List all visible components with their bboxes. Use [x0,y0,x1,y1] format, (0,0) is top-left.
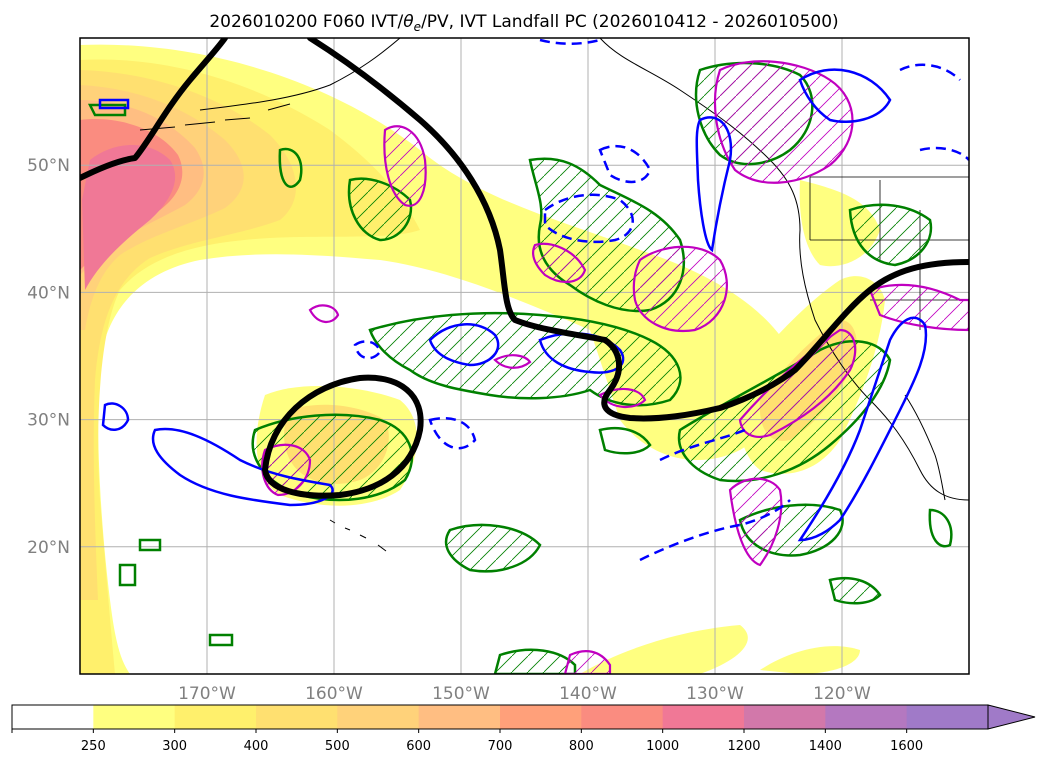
colorbar: 250 300 400 500 600 700 800 1000 1200 1400 1600 [11,704,1036,754]
green-contour-small-1 [87,103,127,117]
blue-dashed-5 [353,340,382,360]
coast-baja [904,394,946,501]
blue-contour-landfall [797,316,928,542]
blue-contour-small-1 [101,402,130,431]
blue-dashed-4 [598,144,652,184]
magenta-region-3 [632,245,728,333]
colorbar-segment [825,705,908,729]
magenta-region-4 [713,60,854,184]
blue-dashed-8 [539,38,601,45]
magenta-region-2 [531,242,587,283]
ivt-south-east [760,646,860,674]
lat-tick-label: 50°N [27,156,70,176]
hawaii [329,519,387,552]
blue-dashed-1 [543,193,634,244]
colorbar-tick-label: 1200 [727,739,760,754]
magenta-region-9 [563,650,612,674]
green-contour-small-3 [598,426,652,455]
colorbar-segment [12,705,94,729]
longitude-labels: 170°W 160°W 150°W 140°W 130°W 120°W [178,684,871,704]
pv-contour-cutoff [262,374,424,499]
ivt-plume-core [82,145,176,290]
colorbar-tick-label: 700 [488,739,513,754]
colorbar-tick-label: 1000 [646,739,679,754]
green-small-contours [87,103,953,647]
blue-contour-central [428,323,500,367]
green-contour-small-7 [118,563,137,587]
colorbar-segment [500,705,582,729]
colorbar-segment [93,705,176,729]
latitude-labels: 20°N 30°N 40°N 50°N [27,156,70,558]
lon-tick-label: 150°W [432,684,490,704]
magenta-region-5 [738,328,857,438]
blue-dashed-2 [639,499,791,562]
green-contour-small-6 [138,538,162,552]
lat-tick-label: 20°N [27,538,70,558]
colorbar-segment [337,705,420,729]
green-region-east [848,203,933,267]
green-region-south-2 [828,576,882,605]
blue-dashed-contours [353,38,969,562]
magenta-region-6 [728,477,783,567]
colorbar-tick-label: 1600 [890,739,923,754]
lat-tick-label: 40°N [27,283,70,303]
lon-tick-label: 130°W [686,684,744,704]
lon-tick-label: 160°W [305,684,363,704]
lon-tick-label: 140°W [559,684,617,704]
coast-alaska [199,38,401,111]
colorbar-tick-label: 600 [406,739,431,754]
magenta-contour-small-3 [598,387,647,408]
blue-contour-ne [798,68,892,124]
green-contour-small-2 [278,147,303,188]
magenta-region-8 [868,283,969,332]
map-frame [79,37,970,675]
coast-north-america [599,38,969,501]
colorbar-segment [744,705,826,729]
map-title: 2026010200 F060 IVT/θe/PV, IVT Landfall … [209,12,838,34]
magenta-region-1 [383,125,427,207]
colorbar-tick-label: 300 [162,739,187,754]
colorbar-segment [662,705,745,729]
magenta-contours [261,60,969,674]
colorbar-segment [906,705,989,729]
blue-contour-small-2 [98,98,130,110]
pv-contour-main [80,38,969,422]
lon-tick-label: 170°W [178,684,236,704]
blue-dashed-6 [428,416,477,450]
green-contour-small-5 [208,633,234,647]
colorbar-segment [418,705,501,729]
lat-tick-label: 30°N [27,411,70,431]
magenta-contour-small-1 [308,304,340,323]
colorbar-tick-label: 800 [569,739,594,754]
magenta-contour-small-2 [493,354,532,369]
pv-contours [80,38,969,499]
colorbar-tick-label: 400 [244,739,269,754]
ivt-south-band [580,625,748,674]
green-region-central [368,311,682,407]
blue-contour-north [695,116,733,253]
lon-tick-label: 120°W [813,684,871,704]
colorbar-tick-label: 1400 [809,739,842,754]
green-region-sw [444,523,542,573]
blue-dashed-3 [659,428,746,462]
colorbar-segment [581,705,664,729]
colorbar-segment [174,705,257,729]
colorbar-tick-label: 250 [81,739,106,754]
colorbar-tick-label: 500 [325,739,350,754]
colorbar-segment [256,705,338,729]
blue-dashed-7 [899,63,969,161]
colorbar-extend-arrow [987,704,1036,730]
green-contour-small-4 [928,508,953,548]
magenta-small-contours [308,304,647,408]
